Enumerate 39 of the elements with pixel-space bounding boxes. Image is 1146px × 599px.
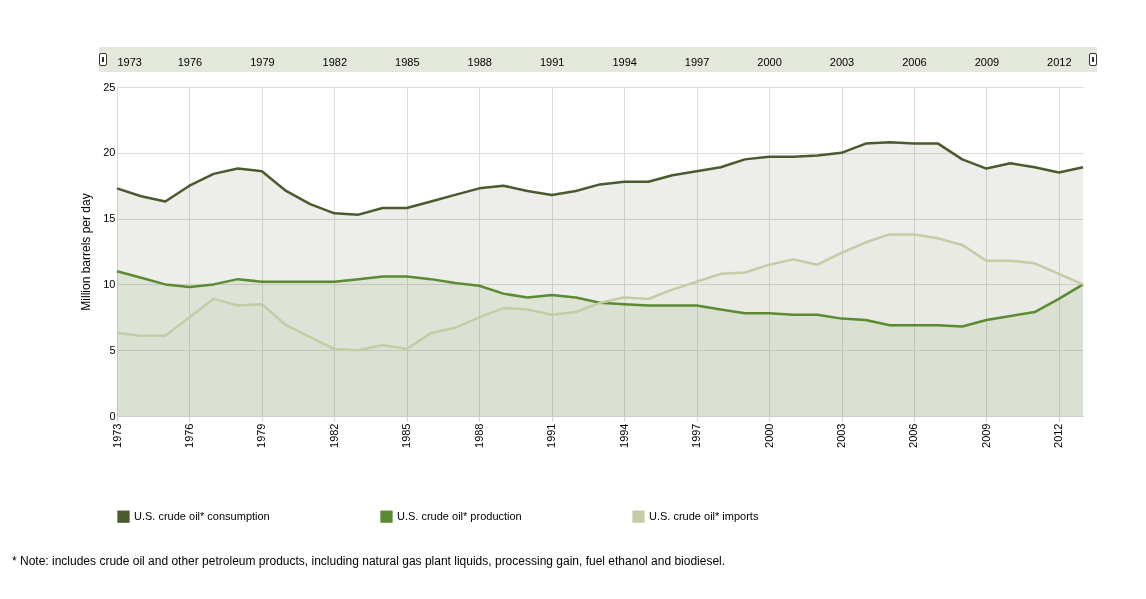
x2-tick-label: 1991 xyxy=(539,55,565,68)
y-tick-label: 0 xyxy=(109,409,116,422)
x2-tick-label: 1973 xyxy=(117,55,142,68)
y-tick-label: 25 xyxy=(103,80,116,93)
x-tick-label: 1973 xyxy=(110,423,123,448)
x2-tick-label: 2009 xyxy=(974,55,1000,68)
x-tick-label: 1979 xyxy=(255,423,268,448)
x2-tick-label: 1976 xyxy=(177,55,203,68)
x-tick-label: 2000 xyxy=(762,423,775,448)
legend-label: U.S. crude oil* production xyxy=(397,509,522,522)
y-tick-label: 5 xyxy=(109,343,116,356)
x-tick-label: 2009 xyxy=(979,423,992,448)
x-tick-label: 2003 xyxy=(835,423,847,448)
x-tick-label: 2012 xyxy=(1052,423,1065,448)
x-tick-label: 1985 xyxy=(400,423,413,448)
x2-tick-label: 2012 xyxy=(1047,55,1072,68)
x2-tick-label: 2003 xyxy=(829,55,855,68)
x2-tick-label: 2006 xyxy=(902,55,927,68)
x-tick-label: 2006 xyxy=(907,423,920,448)
y-axis-title: Million barrels per day xyxy=(79,193,94,311)
x2-tick-label: 1979 xyxy=(250,55,275,68)
x2-tick-label: 1985 xyxy=(395,55,420,68)
y-tick-label: 20 xyxy=(103,146,116,159)
x-tick-label: 1991 xyxy=(545,423,558,448)
x-tick-label: 1976 xyxy=(182,423,195,448)
x-tick-label: 1982 xyxy=(327,423,340,448)
x2-tick-label: 1994 xyxy=(612,55,637,68)
text: * Note: includes crude oil and other petroleum products, including natural gas plant liquids, processing gain, fuel ethanol and biodiesel. xyxy=(12,554,726,568)
x2-tick-label: 1982 xyxy=(322,55,348,68)
x2-tick-label: 2000 xyxy=(757,55,782,68)
legend-label: U.S. crude oil* consumption xyxy=(134,509,270,522)
x-tick-label: 1997 xyxy=(690,423,703,448)
x-tick-label: 1988 xyxy=(472,423,485,448)
x2-tick-label: 1988 xyxy=(467,55,492,68)
x-tick-label: 1994 xyxy=(617,423,630,448)
legend-label: U.S. crude oil* imports xyxy=(649,509,759,522)
x2-tick-label: 1997 xyxy=(684,55,710,68)
y-tick-label: 10 xyxy=(103,277,116,290)
y-tick-label: 15 xyxy=(103,212,116,225)
